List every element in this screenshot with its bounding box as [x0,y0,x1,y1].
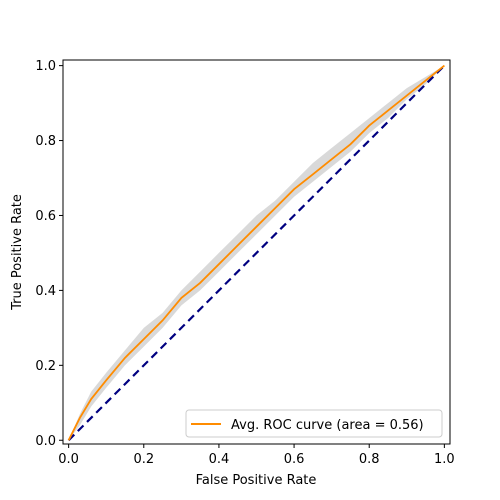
diagonal-reference-line [67,64,446,442]
y-tick-label: 0.0 [35,434,56,449]
legend: Avg. ROC curve (area = 0.56) [185,409,443,438]
x-tick-label: 0.0 [58,452,79,467]
y-tick-label: 0.2 [35,359,56,374]
x-tick-label: 1.0 [434,452,455,467]
plot-area [67,64,446,442]
x-axis-ticks: 0.0 0.2 0.4 0.6 0.8 1.0 [58,444,455,467]
x-tick-label: 0.8 [359,452,380,467]
y-tick-label: 0.4 [35,284,56,299]
y-axis-label: True Positive Rate [10,194,25,311]
x-tick-label: 0.4 [209,452,230,467]
x-tick-label: 0.2 [133,452,154,467]
y-tick-label: 0.8 [35,134,56,149]
y-axis-ticks: 0.0 0.2 0.4 0.6 0.8 1.0 [35,59,63,449]
x-tick-label: 0.6 [284,452,305,467]
y-tick-label: 1.0 [35,59,56,74]
roc-curve-line [67,64,445,441]
axes-frame [62,59,451,445]
x-axis-label: False Positive Rate [196,473,317,488]
y-tick-label: 0.6 [35,209,56,224]
legend-label-roc: Avg. ROC curve (area = 0.56) [231,418,424,433]
legend-box [185,409,443,438]
